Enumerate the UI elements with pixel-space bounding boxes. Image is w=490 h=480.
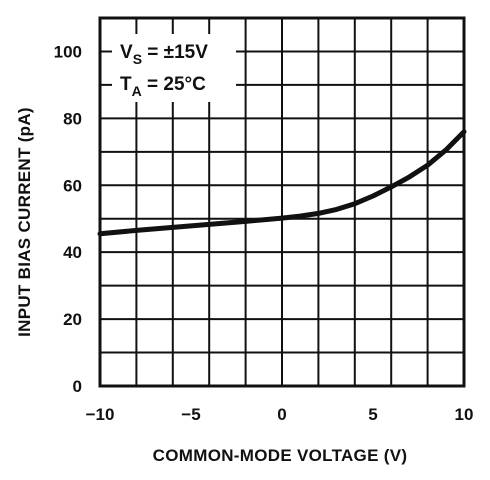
y-tick-label: 60 [63,176,82,195]
y-tick-label: 80 [63,109,82,128]
plot-border [98,16,466,388]
y-axis-label: INPUT BIAS CURRENT (pA) [15,107,34,337]
x-tick-label: −5 [181,405,200,424]
y-tick-labels: 0 20 40 60 80 100 [54,42,82,396]
ta-value: = 25°C [142,74,206,95]
series-line-0 [97,129,467,237]
y-tick-label: 100 [54,42,82,61]
x-axis-label: COMMON-MODE VOLTAGE (V) [153,446,408,465]
annotation-box: VS = ±15V TA = 25°C [112,34,236,102]
vs-symbol: V [120,42,133,63]
temperature-annotation: TA = 25°C [120,74,206,99]
x-tick-label: −10 [86,405,115,424]
x-tick-label: 10 [455,405,474,424]
y-tick-label: 20 [63,310,82,329]
series-layer [97,129,467,237]
x-tick-label: 5 [368,405,377,424]
x-tick-labels: −10 −5 0 5 10 [86,405,474,424]
supply-voltage-annotation: VS = ±15V [120,42,208,67]
ta-symbol: T [120,74,132,95]
ta-subscript: A [132,83,142,99]
annotation-background [112,34,236,102]
plot-frame [98,16,466,388]
y-tick-label: 40 [63,243,82,262]
vs-value: = ±15V [142,42,208,63]
x-tick-label: 0 [277,405,286,424]
vs-subscript: S [133,51,142,67]
y-tick-label: 0 [73,377,82,396]
